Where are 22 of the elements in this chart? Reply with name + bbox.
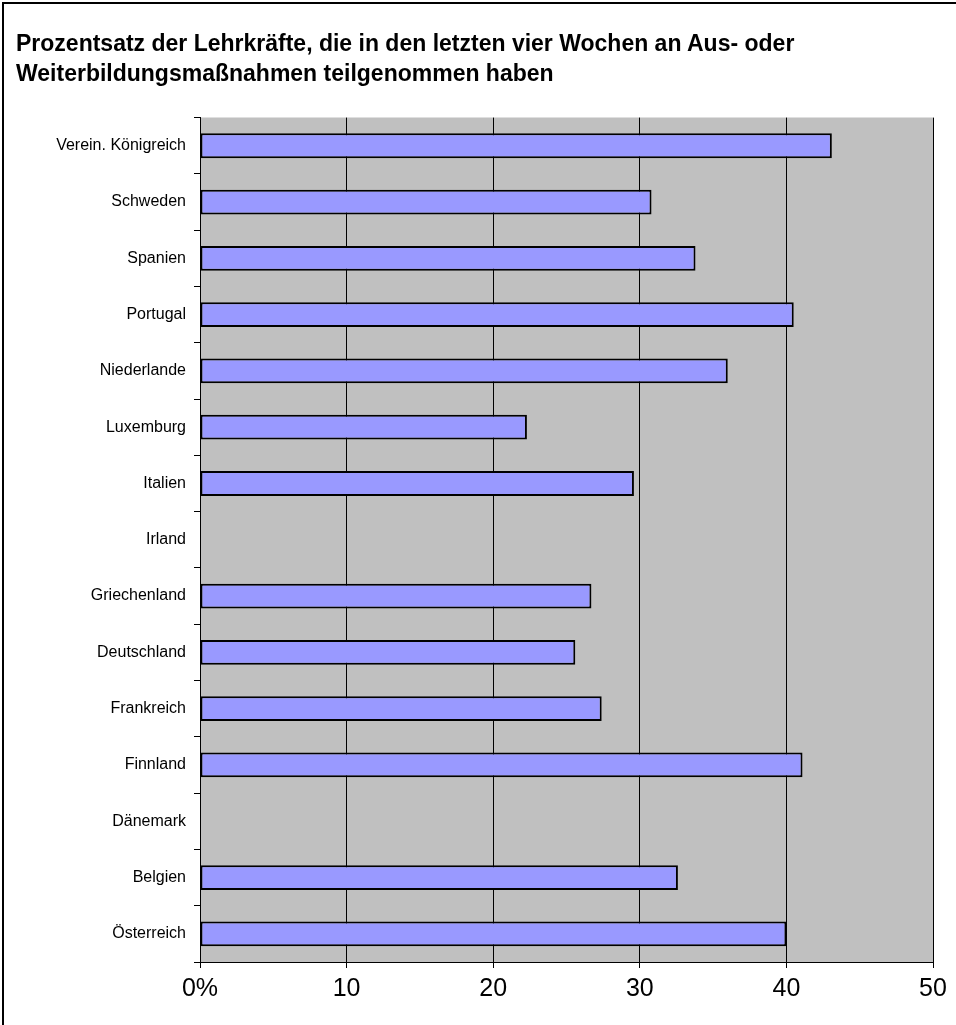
y-tick-label: Spanien [127,248,186,266]
x-tick-label: 30 [625,972,654,1001]
y-tick-label: Verein. Königreich [56,136,186,154]
chart-title: Prozentsatz der Lehrkräfte, die in den letzten vier Wochen an Aus- oder Weiterbildungsmaßnahmen teilgenommen haben [16,29,796,88]
y-tick-label: Niederlande [99,361,187,379]
y-tick-label: Irland [145,530,186,548]
y-tick-label: Italien [143,473,186,491]
y-tick-label: Österreich [112,924,186,942]
y-tick-label: Finnland [124,755,186,773]
y-tick-label: Deutschland [97,642,186,660]
x-tick-label: 10 [332,972,361,1001]
y-tick-label: Luxemburg [105,417,186,435]
x-tick-label: 0% [181,972,219,1001]
y-tick-label: Belgien [132,867,186,885]
y-tick-label: Schweden [111,192,186,210]
y-tick-label: Dänemark [112,811,187,829]
y-tick-label: Portugal [126,305,186,323]
x-tick-label: 20 [479,972,508,1001]
y-tick-label: Griechenland [90,586,186,604]
x-tick-label: 40 [772,972,801,1001]
x-tick-label: 50 [919,972,947,1001]
y-tick-label: Frankreich [110,699,186,717]
